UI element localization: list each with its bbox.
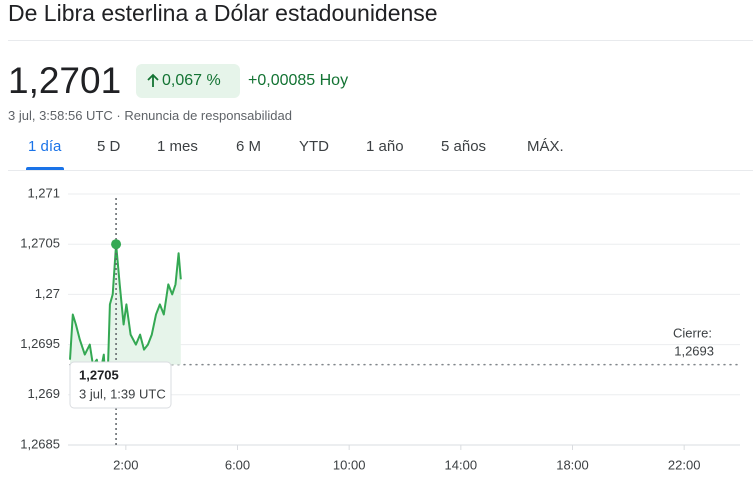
title: De Libra esterlina a Dólar estadounidens… bbox=[8, 0, 438, 26]
tab[interactable]: 5 años bbox=[441, 138, 487, 155]
y-tick-label: 1,2685 bbox=[20, 436, 60, 451]
x-tick-label: 14:00 bbox=[445, 457, 478, 472]
price: 1,2701 bbox=[8, 60, 122, 101]
timestamp: 3 jul, 3:58:56 UTC · Renuncia de respons… bbox=[8, 108, 293, 123]
change-abs: +0,00085 Hoy bbox=[248, 72, 349, 89]
tooltip-box bbox=[69, 361, 172, 409]
divider bbox=[8, 170, 753, 171]
previous-close-label: 1,2693 bbox=[674, 343, 714, 358]
x-tick-label: 2:00 bbox=[113, 457, 138, 472]
tab-indicator bbox=[26, 167, 64, 170]
tab[interactable]: 5 D bbox=[97, 138, 121, 155]
up-arrow bbox=[147, 73, 159, 87]
tab[interactable]: 1 mes bbox=[157, 138, 198, 155]
tooltip-time: 3 jul, 1:39 UTC bbox=[79, 386, 166, 401]
tab[interactable]: 1 año bbox=[366, 138, 404, 155]
x-tick-label: 18:00 bbox=[556, 457, 589, 472]
y-tick-label: 1,269 bbox=[27, 386, 60, 401]
y-tick-label: 1,2705 bbox=[20, 236, 60, 251]
previous-close-title: Cierre: bbox=[673, 325, 712, 340]
tab[interactable]: MÁX. bbox=[527, 138, 564, 155]
price-line bbox=[69, 243, 182, 406]
tab[interactable]: YTD bbox=[299, 138, 329, 155]
tab[interactable]: 6 M bbox=[236, 138, 262, 155]
y-tick-label: 1,271 bbox=[27, 185, 60, 200]
hover-point bbox=[111, 239, 122, 250]
change-badge: 0,067 % bbox=[136, 64, 240, 98]
x-tick-label: 6:00 bbox=[225, 457, 250, 472]
change-percent: 0,067 % bbox=[162, 72, 221, 89]
divider bbox=[8, 40, 753, 41]
tooltip-value: 1,2705 bbox=[79, 367, 119, 382]
y-tick-label: 1,2695 bbox=[20, 336, 60, 351]
tab[interactable]: 1 día bbox=[28, 138, 62, 155]
x-tick-label: 22:00 bbox=[668, 457, 701, 472]
y-tick-label: 1,27 bbox=[35, 286, 60, 301]
x-tick-label: 10:00 bbox=[333, 457, 366, 472]
